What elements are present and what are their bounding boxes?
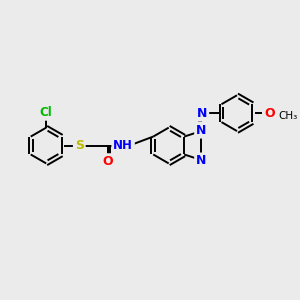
Text: O: O [265, 107, 275, 120]
Text: O: O [103, 155, 113, 168]
Text: CH₃: CH₃ [278, 111, 297, 121]
Text: S: S [75, 139, 84, 152]
Text: NH: NH [113, 139, 133, 152]
Text: N: N [197, 107, 207, 120]
Text: Cl: Cl [40, 106, 52, 119]
Text: N: N [196, 124, 206, 137]
Text: N: N [196, 154, 206, 167]
